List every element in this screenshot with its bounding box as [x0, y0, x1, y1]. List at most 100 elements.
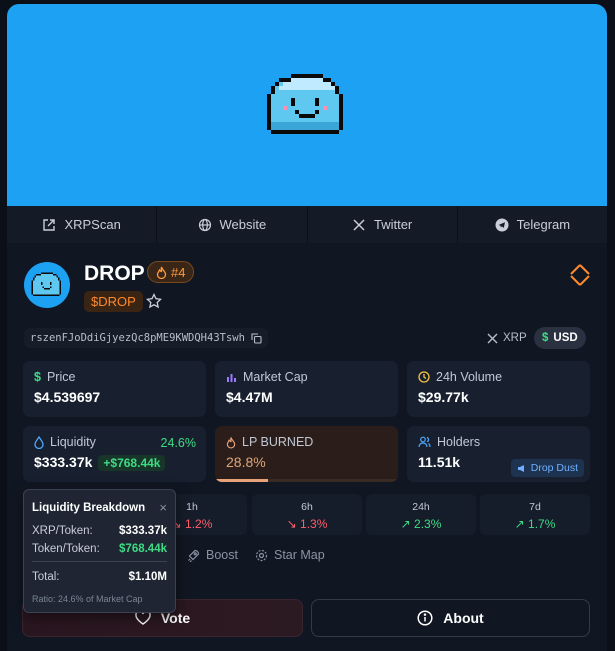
address-text: rszenFJoDdiGjyezQc8pME9KWDQH43Tswh [30, 332, 245, 344]
timeframe-label: 24h [412, 501, 430, 513]
website-label: Website [219, 217, 267, 232]
tab-star-map[interactable]: Star Map [255, 548, 325, 562]
timeframe-change: 1.7% [528, 517, 556, 531]
currency-usd-label: USD [553, 332, 578, 344]
tooltip-divider [32, 561, 167, 562]
currency-xrp-label: XRP [503, 332, 527, 344]
website-link[interactable]: Website [157, 206, 308, 243]
drop-dust-button[interactable]: Drop Dust [510, 459, 584, 477]
arrow-down-icon: ↘ [171, 517, 186, 531]
token-name: DROP [84, 262, 145, 285]
arrow-down-icon: ↘ [286, 517, 301, 531]
market-cap-card: Market Cap $4.47M [215, 361, 398, 417]
timeframe-value: ↗ 1.7% [480, 517, 590, 531]
gear-icon [255, 549, 268, 561]
lp-burned-progress [215, 479, 398, 482]
tooltip-xrp-token-label: XRP/Token: [32, 525, 93, 537]
rocket-icon [188, 549, 200, 562]
flame-icon [226, 436, 236, 449]
xrpscan-link[interactable]: XRPScan [7, 206, 158, 243]
tooltip-row-total: Total: $1.10M [32, 571, 167, 583]
xrpscan-label: XRPScan [64, 217, 121, 232]
timeframe-change: 1.2% [185, 517, 213, 531]
tooltip-row-token-token: Token/Token: $768.44k [32, 543, 167, 555]
lp-burned-value: 28.8% [226, 454, 266, 470]
liquidity-change-badge: +$768.44k [98, 455, 166, 471]
twitter-link[interactable]: Twitter [308, 206, 458, 243]
timeframe-label: 6h [301, 501, 313, 513]
about-button[interactable]: About [311, 599, 590, 637]
liquidity-label: Liquidity [50, 435, 96, 449]
twitter-label: Twitter [373, 217, 413, 232]
tab-boost[interactable]: Boost [187, 548, 238, 562]
telegram-icon [495, 218, 509, 231]
heart-icon [135, 611, 151, 625]
timeframe-change: 2.3% [414, 517, 442, 531]
dollar-icon: $ [34, 370, 41, 384]
price-label: Price [46, 370, 76, 384]
currency-xrp-toggle[interactable]: XRP [479, 327, 535, 349]
clock-icon [418, 371, 430, 383]
lp-burned-progress-fill [215, 479, 268, 482]
price-card: $ Price $4.539697 [23, 361, 206, 417]
timeframe-7d[interactable]: 7d ↗ 1.7% [480, 494, 590, 535]
drop-avatar-icon [31, 272, 61, 296]
timeframe-value: ↘ 1.3% [252, 517, 362, 531]
tooltip-row-xrp-token: XRP/Token: $333.37k [32, 525, 167, 537]
liquidity-card[interactable]: Liquidity 24.6% $333.37k +$768.44k [23, 426, 206, 482]
tooltip-total-label: Total: [32, 571, 60, 583]
tooltip-token-token-value: $768.44k [119, 543, 167, 555]
drop-dust-label: Drop Dust [530, 462, 578, 474]
tooltip-total-value: $1.10M [128, 571, 167, 583]
volume-value: $29.77k [418, 389, 469, 405]
holders-label: Holders [437, 435, 481, 449]
social-links: XRPScan Website Twitter Telegram [7, 206, 607, 243]
tab-boost-label: Boost [206, 548, 238, 562]
xrpl-logo-icon [570, 264, 590, 286]
currency-usd-toggle[interactable]: $ USD [534, 327, 586, 349]
price-value: $4.539697 [34, 389, 101, 405]
volume-label: 24h Volume [436, 370, 503, 384]
x-logo-icon [353, 218, 365, 231]
copy-icon[interactable] [251, 332, 262, 344]
bar-chart-icon [227, 373, 236, 382]
info-icon [417, 610, 433, 626]
ticker-badge: $DROP [84, 291, 143, 312]
arrow-up-icon: ↗ [400, 517, 415, 531]
telegram-link[interactable]: Telegram [458, 206, 607, 243]
arrow-up-icon: ↗ [514, 517, 529, 531]
xrp-icon [487, 333, 498, 343]
tooltip-token-token-label: Token/Token: [32, 543, 100, 555]
vote-label: Vote [160, 610, 191, 626]
close-icon[interactable]: × [159, 500, 167, 515]
about-label: About [443, 610, 484, 626]
external-link-icon [43, 218, 56, 231]
timeframe-label: 1h [186, 501, 198, 513]
tab-star-map-label: Star Map [274, 548, 325, 562]
tooltip-title: Liquidity Breakdown [32, 502, 146, 514]
rank-value: #4 [171, 264, 186, 280]
avatar [24, 262, 70, 308]
token-card: XRPScan Website Twitter Telegram DROP #4… [7, 4, 607, 651]
dollar-icon: $ [542, 332, 549, 344]
holders-card: Holders 11.51k Drop Dust [407, 426, 590, 482]
tooltip-xrp-token-value: $333.37k [119, 525, 167, 537]
timeframe-value: ↗ 2.3% [366, 517, 476, 531]
market-cap-label: Market Cap [243, 370, 308, 384]
users-icon [418, 436, 431, 448]
telegram-label: Telegram [516, 217, 571, 232]
star-icon[interactable] [146, 293, 162, 309]
drop-mascot-icon [267, 74, 343, 134]
rank-badge: #4 [147, 261, 195, 283]
globe-icon [198, 218, 211, 231]
contract-address[interactable]: rszenFJoDdiGjyezQc8pME9KWDQH43Tswh [24, 328, 268, 348]
flame-icon [156, 266, 167, 279]
liquidity-pct: 24.6% [160, 436, 196, 450]
tooltip-ratio: Ratio: 24.6% of Market Cap [32, 594, 143, 604]
timeframe-6h[interactable]: 6h ↘ 1.3% [252, 494, 362, 535]
lp-burned-card: LP BURNED 28.8% [215, 426, 398, 482]
timeframe-24h[interactable]: 24h ↗ 2.3% [366, 494, 476, 535]
timeframe-change: 1.3% [300, 517, 328, 531]
droplet-icon [34, 435, 44, 449]
liquidity-breakdown-tooltip: Liquidity Breakdown × XRP/Token: $333.37… [23, 489, 176, 613]
